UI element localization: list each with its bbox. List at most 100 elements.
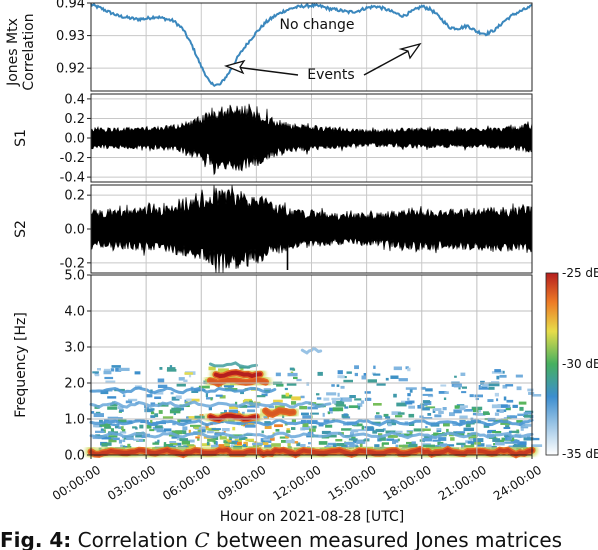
spectrogram-cell — [287, 372, 298, 377]
y-tick-label: -0.2 — [60, 256, 85, 271]
spectrogram-cell — [201, 443, 211, 447]
spectrogram-cell — [223, 384, 234, 388]
y-tick-label: 0.2 — [64, 189, 85, 204]
spectrogram-cell — [401, 400, 410, 405]
spectrogram-cell — [291, 427, 296, 430]
spectrogram-cell — [346, 371, 352, 374]
spectrogram-cell — [342, 398, 352, 402]
spectrogram-cell — [264, 440, 272, 444]
spectrogram-cell — [182, 426, 188, 431]
spectrogram-cell — [524, 437, 534, 441]
spectrogram-cell — [496, 375, 500, 380]
spectrogram-cell — [517, 413, 528, 416]
spectrogram-cell — [300, 395, 305, 399]
spectrogram-cell — [385, 377, 389, 381]
spectrogram-cell — [411, 441, 416, 445]
spectrogram-cell — [104, 426, 112, 429]
spectrogram-cell — [243, 441, 248, 446]
spectrogram-band — [89, 400, 332, 409]
spectrogram-cell — [284, 387, 288, 391]
spectrogram-cell — [361, 425, 364, 430]
spectrogram-cell — [363, 373, 366, 377]
spectrogram-cell — [491, 381, 500, 384]
spectrogram-cell — [459, 405, 468, 408]
spectrogram-cell — [103, 368, 111, 372]
spectrogram-cell — [488, 429, 496, 433]
spectrogram-cell — [146, 424, 152, 429]
spectrogram-cell — [382, 428, 386, 431]
spectrogram-cell — [114, 424, 120, 429]
spectrogram-cell — [255, 404, 260, 408]
spectrogram-cell — [354, 398, 362, 401]
spectrogram-cell — [343, 413, 348, 417]
spectrogram-cell — [158, 410, 163, 414]
x-tick-label: 03:00:00 — [105, 463, 158, 503]
spectrogram-cell — [179, 438, 188, 442]
spectrogram-cell — [505, 436, 510, 441]
spectrogram-cell — [92, 371, 99, 374]
spectrogram-cell — [226, 438, 232, 442]
y-tick-label: 0.94 — [56, 0, 85, 12]
s2-y-axis-label: S2 — [13, 220, 29, 238]
spectrogram-cell — [296, 378, 302, 382]
spectrogram-cell — [327, 411, 330, 415]
spectrogram-cell — [508, 430, 512, 434]
spectrogram-cell — [350, 429, 359, 433]
spectrogram-cell — [145, 406, 150, 410]
spectrogram-cell — [252, 442, 263, 446]
colorbar-label-mid: -30 dB — [562, 357, 598, 371]
spectrogram-cell — [316, 393, 320, 396]
spectrogram-cell — [261, 430, 264, 434]
spectrogram-cell — [348, 438, 358, 441]
spectrogram-cell — [332, 407, 344, 412]
spectrogram-cell — [425, 406, 436, 409]
spectrogram-cell — [381, 443, 384, 447]
spectrogram-cell — [100, 390, 109, 395]
spectrogram-cell — [420, 386, 426, 390]
spectrogram-cell — [117, 406, 124, 409]
spectrogram-cell — [242, 444, 247, 447]
spectrogram-cell — [407, 431, 413, 434]
x-tick-label: 06:00:00 — [160, 463, 213, 503]
x-tick-label: 09:00:00 — [215, 463, 268, 503]
spectrogram-cell — [325, 424, 333, 428]
s1-y-axis-label: S1 — [13, 129, 29, 147]
spectrogram-cell — [194, 415, 205, 419]
spectrogram-cell — [91, 411, 95, 414]
spectrogram-cell — [317, 371, 323, 376]
spectrogram-cell — [502, 384, 508, 389]
s2-frame — [90, 184, 533, 274]
spectrogram-cell — [493, 443, 496, 446]
spectrogram-cell — [463, 427, 474, 432]
spectrogram-cell — [157, 439, 160, 443]
spectrogram-cell — [502, 441, 513, 444]
spectrogram-cell — [483, 424, 490, 428]
spectrogram-cell — [494, 392, 499, 397]
spectrogram-cell — [407, 367, 411, 372]
spectrogram-cell — [302, 426, 311, 431]
spectrogram-cell — [520, 428, 524, 431]
correlation-frame — [90, 2, 533, 92]
spectrogram-cell — [95, 430, 105, 433]
spectrogram-cell — [474, 441, 481, 445]
spectrogram-cell — [443, 423, 450, 427]
x-tick-label: 21:00:00 — [436, 463, 489, 503]
x-tick-label: 18:00:00 — [381, 463, 434, 503]
spectrogram-cell — [378, 439, 381, 442]
spectrogram-cell — [425, 388, 433, 392]
spectrogram-cell — [132, 426, 137, 429]
spectrogram-cell — [308, 442, 311, 445]
spectrogram-cell — [157, 384, 168, 389]
spectrogram-cell — [422, 400, 430, 404]
spectrogram-cell — [433, 408, 442, 411]
spectrogram-cell — [263, 388, 271, 391]
spectrogram-cell — [108, 438, 117, 443]
spectrogram-cell — [95, 411, 101, 415]
spectrogram-cell — [150, 402, 156, 406]
spectrogram-cell — [459, 407, 466, 411]
spectrogram-cell — [341, 428, 352, 431]
y-tick-label: 5.0 — [64, 269, 85, 284]
spectrogram-cell — [188, 373, 192, 378]
spectrogram-cell — [337, 370, 343, 375]
spectrogram-cell — [180, 419, 192, 422]
